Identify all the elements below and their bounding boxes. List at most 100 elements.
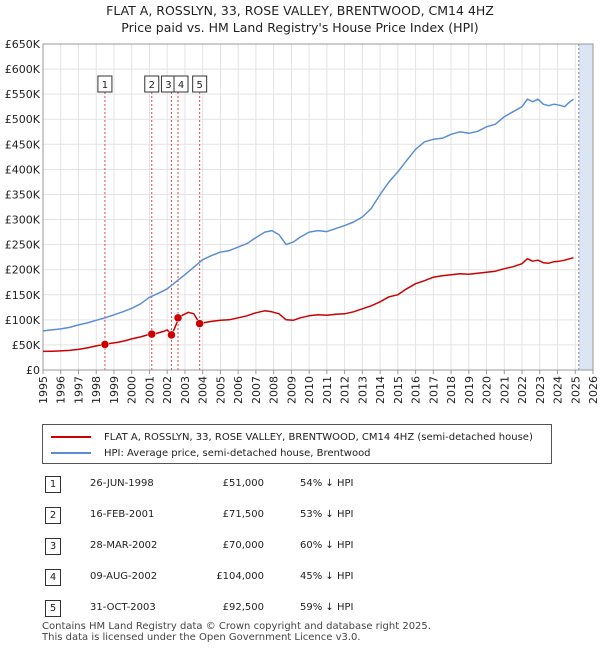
legend-swatch-property (51, 436, 91, 438)
transaction-number-badge: 2 (45, 507, 61, 524)
x-tick-label: 2002 (161, 376, 174, 404)
transaction-price: £71,500 (222, 509, 264, 520)
y-tick-label: £650K (5, 38, 41, 51)
x-tick-label: 2005 (214, 376, 227, 404)
x-tick-label: 2019 (463, 376, 476, 404)
transaction-number-badge: 3 (45, 538, 61, 555)
legend-label-hpi: HPI: Average price, semi-detached house,… (104, 447, 371, 459)
y-tick-label: £50K (12, 339, 41, 352)
sale-point-3 (167, 330, 176, 340)
plot-area (43, 44, 593, 370)
x-tick-label: 2006 (232, 376, 245, 404)
x-tick-label: 2013 (356, 376, 369, 404)
x-tick-label: 2024 (552, 376, 565, 404)
transaction-hpi-diff: 59% ↓ HPI (300, 602, 354, 613)
transaction-date: 28-MAR-2002 (90, 540, 158, 551)
transaction-number-badge: 5 (45, 600, 61, 617)
marker-box-1 (97, 75, 113, 93)
table-row: 5 31-OCT-2003 £92,500 59% ↓ HPI (42, 594, 492, 625)
hpi-series-line (42, 98, 574, 332)
x-tick-label: 2004 (197, 376, 210, 404)
y-tick-label: £200K (5, 264, 41, 277)
x-tick-label: 2007 (250, 376, 263, 404)
marker-label-4: 4 (178, 80, 184, 91)
x-tick-label: 2016 (410, 376, 423, 404)
x-tick-label: 2008 (268, 376, 281, 404)
x-tick-label: 1995 (37, 376, 50, 404)
x-tick-label: 2009 (285, 376, 298, 404)
transaction-date: 09-AUG-2002 (90, 571, 158, 582)
table-row: 3 28-MAR-2002 £70,000 60% ↓ HPI (42, 532, 492, 563)
marker-box-5 (192, 75, 208, 93)
transaction-number-badge: 1 (45, 476, 61, 493)
legend-item-hpi: HPI: Average price, semi-detached house,… (51, 445, 371, 461)
marker-label-2: 2 (149, 80, 155, 91)
x-tick-label: 2000 (126, 376, 139, 404)
x-tick-label: 2001 (143, 376, 156, 404)
x-tick-label: 2018 (445, 376, 458, 404)
x-tick-label: 1998 (90, 376, 103, 404)
legend-swatch-hpi (51, 452, 91, 454)
table-row: 1 26-JUN-1998 £51,000 54% ↓ HPI (42, 470, 492, 501)
x-tick-label: 2017 (427, 376, 440, 404)
y-tick-label: £450K (5, 138, 41, 151)
sale-point-2 (147, 329, 157, 339)
x-tick-label: 2021 (498, 376, 511, 404)
footer-line1: Contains HM Land Registry data © Crown c… (42, 621, 431, 632)
transaction-date: 16-FEB-2001 (90, 509, 155, 520)
footer-line2: This data is licensed under the Open Gov… (42, 632, 361, 643)
x-tick-label: 2020 (481, 376, 494, 404)
marker-label-3: 3 (165, 80, 171, 91)
transaction-date: 31-OCT-2003 (90, 602, 156, 613)
price-chart: £0 £50K £100K £150K £200K £250K £300K £350K £400… (5, 38, 600, 404)
y-tick-label: £350K (5, 188, 41, 201)
transaction-price: £51,000 (222, 478, 264, 489)
y-tick-label: £250K (5, 239, 41, 252)
x-tick-label: 2011 (321, 376, 334, 404)
x-tick-label: 2015 (392, 376, 405, 404)
plot-frame (42, 43, 594, 371)
transaction-date: 26-JUN-1998 (90, 478, 154, 489)
x-tick-label: 1999 (108, 376, 121, 404)
transaction-number-badge: 4 (45, 569, 61, 586)
transaction-hpi-diff: 54% ↓ HPI (300, 478, 354, 489)
sale-point-4 (173, 313, 183, 323)
chart-title-line1: FLAT A, ROSSLYN, 33, ROSE VALLEY, BRENTW… (106, 3, 494, 18)
transaction-price: £92,500 (222, 602, 264, 613)
y-tick-label: £500K (5, 113, 41, 126)
x-tick-label: 2022 (516, 376, 529, 404)
y-tick-label: £400K (5, 163, 41, 176)
x-tick-label: 2010 (303, 376, 316, 404)
y-tick-label: £0 (26, 364, 40, 377)
chart-title-line2: Price paid vs. HM Land Registry's House … (121, 20, 479, 35)
transaction-hpi-diff: 60% ↓ HPI (300, 540, 354, 551)
y-tick-label: £300K (5, 214, 41, 227)
marker-label-1: 1 (102, 80, 108, 91)
legend-item-property: FLAT A, ROSSLYN, 33, ROSE VALLEY, BRENTW… (51, 429, 533, 445)
transactions-table: 1 26-JUN-1998 £51,000 54% ↓ HPI 2 16-FEB… (42, 470, 492, 625)
marker-label-5: 5 (196, 80, 202, 91)
table-row: 2 16-FEB-2001 £71,500 53% ↓ HPI (42, 501, 492, 532)
sale-point-5 (195, 319, 204, 328)
x-tick-label: 1997 (72, 376, 85, 404)
x-tick-label: 2025 (569, 376, 582, 404)
y-tick-label: £600K (5, 63, 41, 76)
transaction-price: £70,000 (222, 540, 264, 551)
transaction-hpi-diff: 45% ↓ HPI (300, 571, 354, 582)
sale-point-1 (100, 340, 110, 349)
x-tick-label: 1996 (55, 376, 68, 404)
x-tick-label: 2023 (534, 376, 547, 404)
x-tick-label: 2012 (339, 376, 352, 404)
forecast-band (578, 44, 593, 370)
table-row: 4 09-AUG-2002 £104,000 45% ↓ HPI (42, 563, 492, 594)
x-tick-label: 2026 (587, 376, 600, 404)
marker-box-2 (144, 75, 160, 93)
chart-legend: FLAT A, ROSSLYN, 33, ROSE VALLEY, BRENTW… (42, 424, 552, 464)
x-tick-label: 2003 (179, 376, 192, 404)
y-tick-label: £150K (5, 289, 41, 302)
x-tick-label: 2014 (374, 376, 387, 404)
marker-box-4 (173, 75, 189, 93)
y-tick-label: £550K (5, 88, 41, 101)
transaction-price: £104,000 (216, 571, 264, 582)
transaction-hpi-diff: 53% ↓ HPI (300, 509, 354, 520)
